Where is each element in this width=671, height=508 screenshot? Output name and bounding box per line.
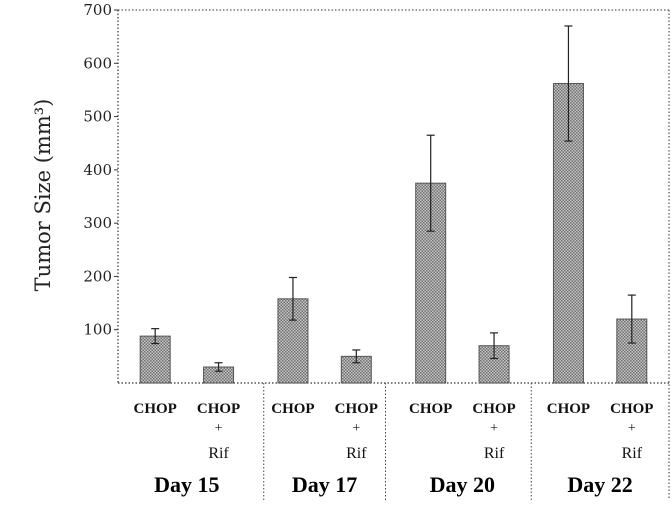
- group-label: Day 20: [430, 472, 495, 497]
- bars: [139, 25, 648, 384]
- x-tick-label: CHOP: [197, 401, 240, 417]
- x-tick-label: +: [215, 421, 223, 436]
- group-label: Day 22: [567, 472, 632, 497]
- y-tick-label: 500: [83, 108, 112, 126]
- y-tick-label: 600: [83, 54, 112, 72]
- y-axis-label: Tumor Size (mm³): [31, 99, 55, 292]
- x-tick-label: +: [352, 421, 360, 436]
- bar: [139, 335, 171, 384]
- bar: [478, 345, 510, 384]
- y-tick-label: 400: [83, 161, 112, 179]
- x-tick-label: Rif: [622, 445, 643, 462]
- x-tick-label: Rif: [484, 445, 505, 462]
- y-tick-label: 200: [83, 267, 112, 285]
- x-tick-label: CHOP: [335, 401, 378, 417]
- y-tick-label: 300: [83, 214, 112, 232]
- group-label: Day 15: [154, 472, 219, 497]
- x-tick-label: CHOP: [610, 401, 653, 417]
- group-label: Day 17: [292, 472, 357, 497]
- x-tick-label: CHOP: [134, 401, 177, 417]
- x-tick-label: Rif: [346, 445, 367, 462]
- x-tick-label: Rif: [208, 445, 229, 462]
- x-tick-label: +: [490, 421, 498, 436]
- x-tick-label: CHOP: [271, 401, 314, 417]
- y-tick-label: 700: [83, 1, 112, 19]
- x-tick-label: +: [628, 421, 636, 436]
- x-tick-label: CHOP: [472, 401, 515, 417]
- x-tick-label: CHOP: [547, 401, 590, 417]
- x-tick-label: CHOP: [409, 401, 452, 417]
- y-tick-label: 100: [83, 321, 112, 339]
- plot-frame: [117, 9, 670, 500]
- y-axis: 100 200 300 400 500 600 700: [83, 1, 118, 339]
- x-axis-labels: CHOP CHOP + Rif Day 15 CHOP CHOP + Rif Day 17 CHOP…: [134, 401, 654, 497]
